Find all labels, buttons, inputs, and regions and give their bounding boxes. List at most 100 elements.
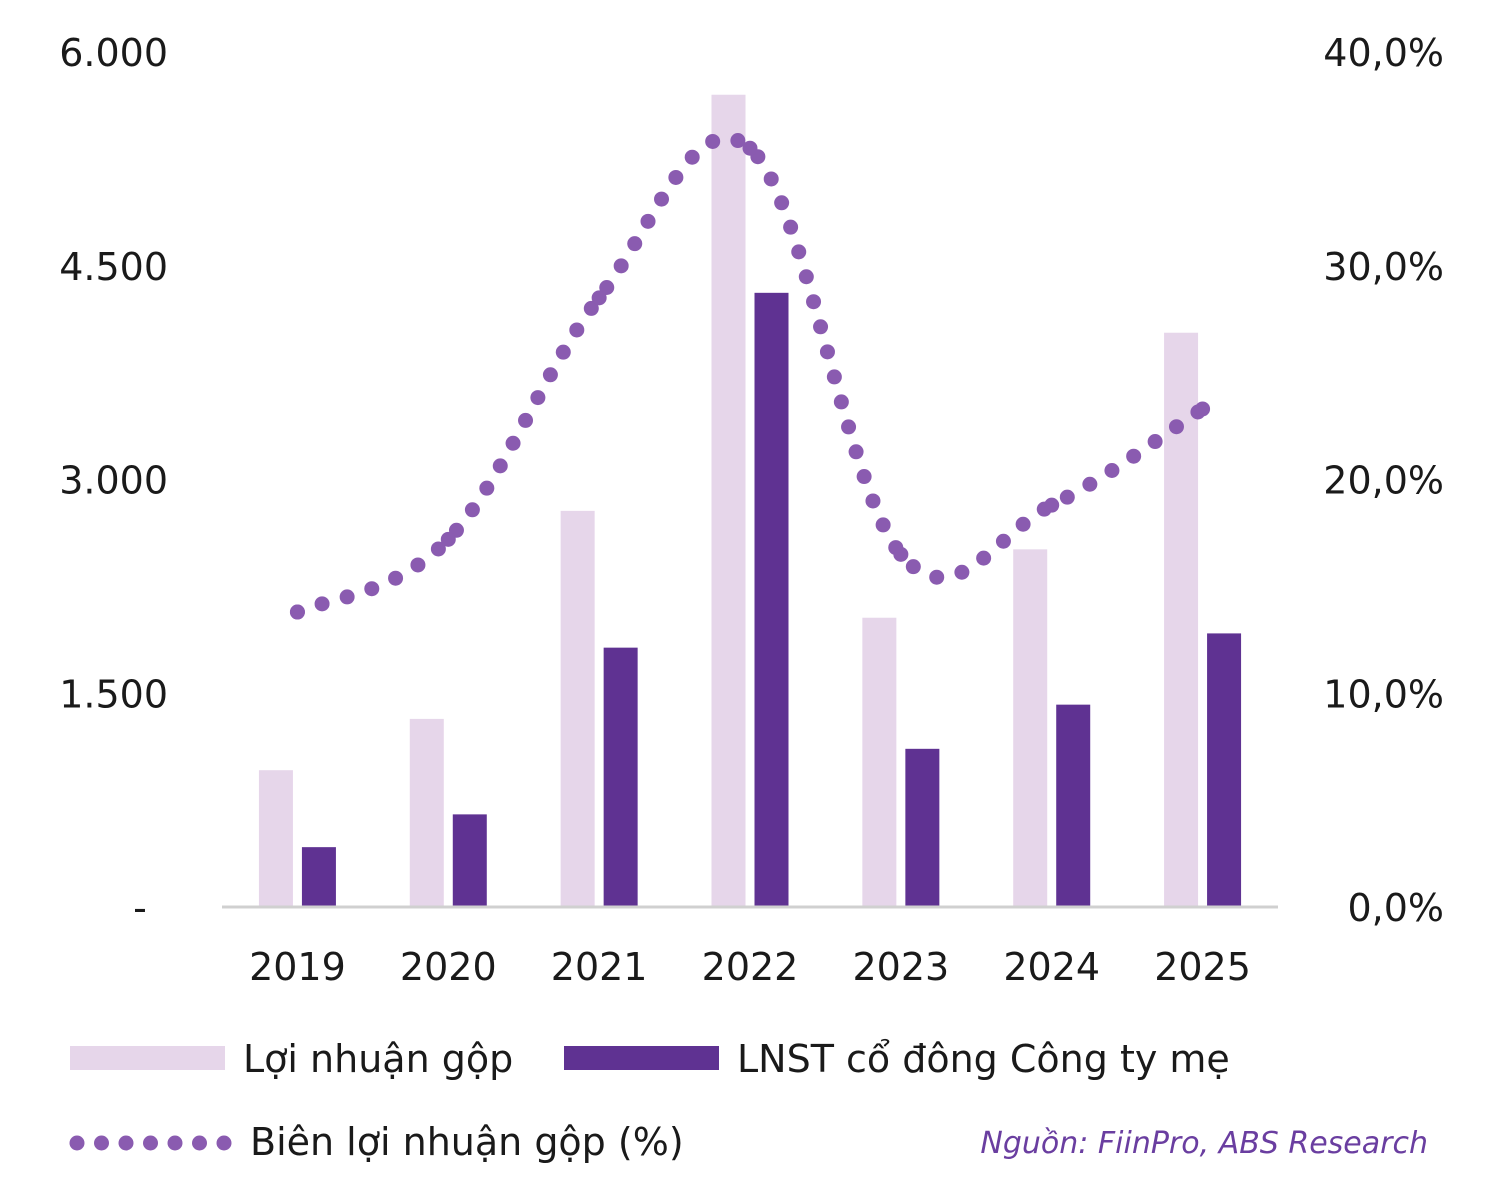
margin-dot <box>599 279 615 295</box>
margin-dot <box>1168 419 1184 435</box>
margin-dot <box>1082 476 1098 492</box>
bar-net-profit-2024 <box>1056 704 1091 907</box>
margin-dot <box>555 344 571 360</box>
margin-dot <box>492 458 508 474</box>
legend-dot <box>143 1135 158 1151</box>
margin-dot <box>569 322 585 338</box>
margin-dot <box>806 294 822 310</box>
bar-gross-profit-2020 <box>409 718 444 907</box>
margin-dot <box>542 367 558 383</box>
margin-dot <box>905 559 921 575</box>
margin-dot <box>530 390 546 406</box>
margin-dot <box>783 219 799 235</box>
margin-dot <box>314 596 330 612</box>
margin-dot <box>976 550 992 566</box>
margin-dot <box>583 300 599 316</box>
legend-dot <box>167 1135 183 1151</box>
margin-dot <box>410 557 426 573</box>
x-tick-label-2023: 2023 <box>852 945 949 989</box>
bar-gross-profit-2021 <box>560 510 595 907</box>
margin-dot <box>613 258 629 274</box>
margin-point-2023 <box>893 546 909 562</box>
margin-point-2021 <box>591 290 607 306</box>
margin-dot <box>464 502 480 518</box>
margin-dot <box>654 191 670 207</box>
left-axis: - 1.500 3.000 4.500 6.000 <box>59 31 168 930</box>
margin-dot <box>875 517 891 533</box>
x-tick-label-2022: 2022 <box>702 945 799 989</box>
bar-gross-profit-2022 <box>711 94 746 907</box>
legend-label-gross-profit: Lợi nhuận gộp <box>243 1037 513 1081</box>
bar-gross-profit-2025 <box>1164 332 1199 908</box>
bar-net-profit-2021 <box>603 647 638 907</box>
margin-dot <box>1104 463 1120 479</box>
margin-dot <box>819 344 835 360</box>
x-tick-label-2024: 2024 <box>1003 945 1100 989</box>
legend-swatch-gross-margin <box>69 1135 232 1151</box>
x-tick-label-2021: 2021 <box>551 945 648 989</box>
x-tick-label-2025: 2025 <box>1154 945 1251 989</box>
margin-dot <box>627 236 643 252</box>
margin-dot <box>763 171 779 187</box>
margin-dot <box>995 533 1011 549</box>
legend-label-net-profit: LNST cổ đông Công ty mẹ <box>737 1037 1230 1081</box>
margin-point-2019 <box>289 604 305 620</box>
margin-dot <box>705 133 721 149</box>
margin-dot <box>1059 489 1075 505</box>
bar-gross-profit-2023 <box>862 617 897 907</box>
right-tick-label: 30,0% <box>1323 245 1444 289</box>
bar-gross-profit-2019 <box>258 770 293 907</box>
right-tick-label: 10,0% <box>1323 672 1444 716</box>
margin-dot <box>856 469 872 485</box>
margin-dot <box>833 394 849 410</box>
x-tick-label-2019: 2019 <box>249 945 346 989</box>
bar-net-profit-2019 <box>301 847 336 907</box>
margin-dot <box>1015 516 1031 532</box>
right-axis: 0,0% 10,0% 20,0% 30,0% 40,0% <box>1323 31 1444 930</box>
legend-swatch-gross-profit <box>70 1046 225 1070</box>
margin-dot <box>479 480 495 496</box>
bar-net-profit-2022 <box>754 292 789 907</box>
margin-dot <box>388 570 404 586</box>
bar-gross-profit-2024 <box>1013 549 1048 907</box>
margin-dot <box>430 541 446 557</box>
margin-dot <box>505 435 521 451</box>
margin-dot <box>841 419 857 435</box>
right-tick-label: 0,0% <box>1347 886 1444 930</box>
margin-dot <box>730 133 746 149</box>
left-tick-label: - <box>133 886 147 930</box>
bar-net-profit-2023 <box>905 748 940 907</box>
margin-point-2024 <box>1044 497 1060 513</box>
legend-dot <box>118 1135 134 1151</box>
left-tick-label: 1.500 <box>59 672 168 716</box>
x-axis: 2019 2020 2021 2022 2023 2024 2025 <box>249 945 1251 989</box>
legend-swatch-net-profit <box>564 1046 719 1070</box>
right-tick-label: 20,0% <box>1323 459 1444 503</box>
margin-dot <box>791 244 807 260</box>
left-tick-label: 4.500 <box>59 245 168 289</box>
left-tick-label: 6.000 <box>59 31 168 75</box>
margin-dot <box>518 412 534 428</box>
right-tick-label: 40,0% <box>1323 31 1444 75</box>
margin-dot <box>640 213 656 229</box>
margin-dot <box>1147 434 1163 450</box>
bar-net-profit-2020 <box>452 814 487 907</box>
margin-dot <box>1126 448 1142 464</box>
margin-dot <box>684 149 700 165</box>
legend: Lợi nhuận gộp LNST cổ đông Công ty mẹ Bi… <box>69 1037 1428 1164</box>
bar-marks <box>258 94 1242 908</box>
x-tick-label-2020: 2020 <box>400 945 497 989</box>
legend-label-gross-margin: Biên lợi nhuận gộp (%) <box>250 1120 684 1164</box>
margin-dot <box>364 581 380 597</box>
margin-dot <box>848 444 864 460</box>
margin-dot <box>339 589 355 605</box>
margin-dot <box>798 269 814 285</box>
margin-dot <box>826 369 842 385</box>
margin-point-2025 <box>1195 401 1211 417</box>
margin-point-2022 <box>742 140 758 156</box>
legend-dot <box>216 1135 232 1151</box>
left-tick-label: 3.000 <box>59 459 168 503</box>
source-note: Nguồn: FiinPro, ABS Research <box>980 1126 1428 1161</box>
margin-point-2020 <box>440 531 456 547</box>
